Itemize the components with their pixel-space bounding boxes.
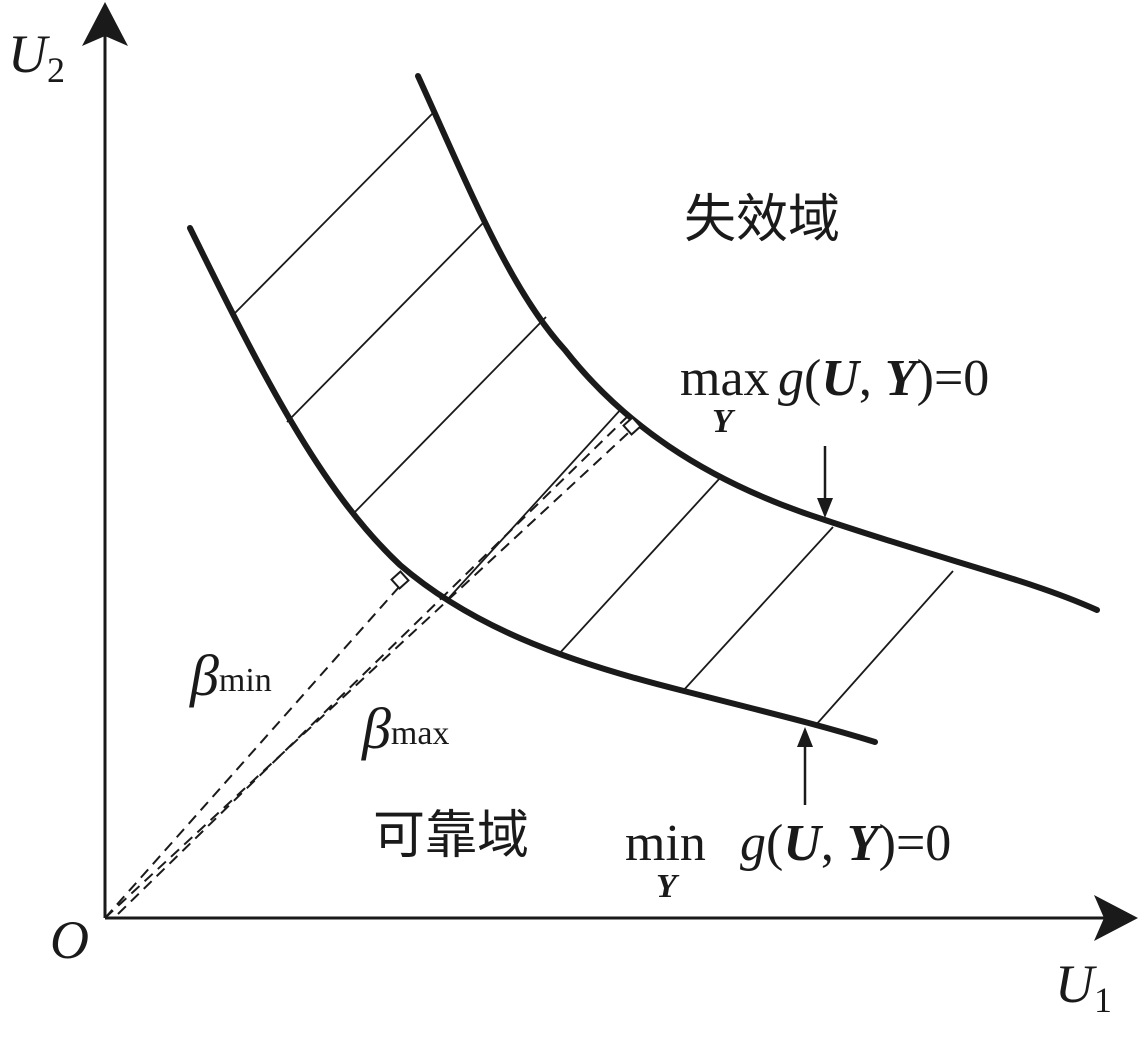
beta-min-label: βmin <box>189 643 272 708</box>
hatch-line <box>446 407 623 601</box>
beta-max-subscript: max <box>391 715 450 752</box>
right-angle-markers <box>390 416 642 590</box>
pointer-arrows <box>797 446 833 805</box>
hatch-line <box>286 219 487 423</box>
upper-eq-comma: , <box>859 350 885 407</box>
hatch-line <box>557 477 721 656</box>
hatch-line <box>232 112 434 316</box>
upper-boundary-equation: max Y g(U, Y)=0 <box>680 350 989 440</box>
upper-eq-body: g(U, Y)=0 <box>778 350 989 407</box>
x-axis-label-sub: 1 <box>1094 980 1112 1020</box>
upper-eq-U: U <box>821 350 861 407</box>
failure-region-label: 失效域 <box>684 190 840 250</box>
upper-eq-Y: Y <box>885 350 921 407</box>
beta-max-label: βmax <box>361 696 449 761</box>
lower-boundary-equation: min Y g(U, Y)=0 <box>625 815 951 905</box>
y-axis-label-sub: 2 <box>47 50 65 90</box>
upper-limit-curve <box>415 73 1100 613</box>
beta-rays <box>104 415 641 919</box>
upper-eq-g: g <box>778 350 804 407</box>
lower-limit-curve <box>187 225 878 745</box>
hatch-line <box>681 526 834 693</box>
lower-eq-open: ( <box>766 815 783 872</box>
origin-label: O <box>50 910 89 970</box>
safe-region-label: 可靠域 <box>373 806 529 866</box>
upper-eq-operator: max <box>680 350 770 407</box>
hatch-line <box>351 316 547 516</box>
x-axis-label: U1 <box>1055 954 1112 1020</box>
lower-eq-body: g(U, Y)=0 <box>740 815 951 872</box>
lower-eq-operator: min <box>625 815 706 872</box>
lower-eq-close: )=0 <box>879 815 952 872</box>
upper-pointer-arrowhead <box>817 498 833 518</box>
hatch-line <box>814 570 954 727</box>
axes <box>82 2 1138 941</box>
upper-eq-close: )=0 <box>917 350 990 407</box>
right-angle-marker-min <box>390 570 410 590</box>
lower-pointer-arrowhead <box>797 727 813 747</box>
beta-min-subscript: min <box>219 662 272 699</box>
lower-eq-operator-sub: Y <box>656 868 680 905</box>
x-axis-arrow <box>1094 895 1138 941</box>
upper-eq-operator-sub: Y <box>712 403 736 440</box>
lower-eq-comma: , <box>821 815 847 872</box>
lower-eq-U: U <box>783 815 823 872</box>
lower-eq-g: g <box>740 815 766 872</box>
right-angle-marker-max <box>622 416 642 436</box>
y-axis-arrow <box>82 2 128 46</box>
beta-max-symbol: β <box>361 696 391 761</box>
hatching <box>232 112 954 727</box>
y-axis-label-main: U <box>8 24 50 84</box>
x-axis-label-main: U <box>1055 954 1097 1014</box>
y-axis-label: U2 <box>8 24 65 90</box>
upper-eq-open: ( <box>804 350 821 407</box>
beta-min-symbol: β <box>189 643 219 708</box>
beta-max-ray <box>104 421 641 919</box>
beta-min-ray <box>104 577 408 919</box>
beta-max-ray-offset <box>117 415 629 915</box>
lower-eq-Y: Y <box>847 815 883 872</box>
